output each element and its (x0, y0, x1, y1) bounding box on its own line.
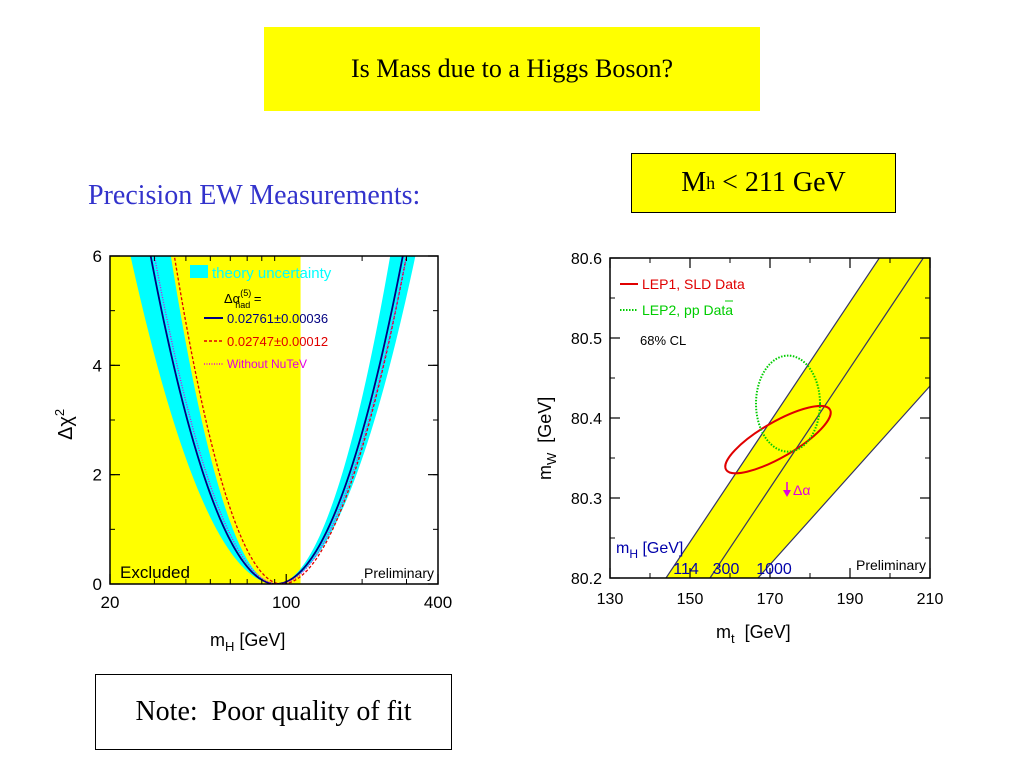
x-tick-label: 150 (677, 591, 704, 608)
y-tick-label: 80.6 (571, 251, 602, 268)
cl-label: 68% CL (640, 333, 686, 348)
x-tick-label: 210 (917, 591, 944, 608)
mh-label-114: 114 (673, 561, 699, 578)
excluded-label: Excluded (120, 563, 190, 582)
y-axis-label: Δχ2 (52, 409, 77, 440)
note-box: Note: Poor quality of fit (95, 674, 452, 750)
axis-ticks: 0 2 4 6 20 100 400 (93, 247, 453, 612)
y-tick-label: 80.4 (571, 411, 602, 428)
legend-label-lep1: LEP1, SLD Data (642, 276, 745, 292)
mh-rest: < 211 GeV (715, 167, 846, 198)
legend-label-lep2: LEP2, pp Data (642, 302, 733, 318)
x-tick-label: 190 (837, 591, 864, 608)
mh-sub: h (706, 172, 716, 193)
legend-alpha-header: Δα(5) had = (224, 288, 261, 310)
slide-subtitle: Precision EW Measurements: (88, 180, 421, 211)
x-axis-label: mH [GeV] (210, 630, 285, 654)
ellipse-1 (724, 404, 832, 475)
mh-symbol: M (681, 167, 707, 198)
x-axis-label-2: mt [GeV] (716, 622, 791, 646)
delta-alpha-label: Δα (793, 482, 810, 498)
ellipse-2 (755, 354, 821, 453)
legend-label-3: Without NuTeV (227, 357, 307, 371)
x-tick-label: 170 (757, 591, 784, 608)
mh-label-1000: 1000 (756, 561, 792, 578)
higgs-line-114 (665, 258, 881, 578)
y-axis-label-2: mW [GeV] (535, 397, 559, 480)
y-tick-label: 0 (93, 575, 102, 594)
axis-ticks-2: 80.2 80.3 80.4 80.5 80.6 130 150 170 190 210 (571, 251, 944, 608)
mh-band-labels: 114 300 1000 (673, 561, 792, 578)
y-tick-label: 4 (93, 356, 102, 375)
higgs-line-1000 (757, 385, 930, 578)
x-tick-label: 20 (101, 593, 120, 612)
mh-label-300: 300 (713, 561, 740, 578)
y-tick-label: 80.5 (571, 331, 602, 348)
preliminary-label-2: Preliminary (856, 557, 926, 573)
legend-band-swatch (190, 265, 208, 278)
x-tick-label: 400 (424, 593, 452, 612)
mh-band-title: mH [GeV] (616, 540, 683, 561)
y-tick-label: 80.3 (571, 491, 602, 508)
y-tick-label: 80.2 (571, 571, 602, 588)
legend-label-1: 0.02761±0.00036 (227, 311, 328, 326)
cl-ellipses (724, 354, 832, 475)
legend-band-label: theory uncertainty (212, 265, 332, 282)
delta-alpha-arrowhead (783, 490, 791, 497)
x-tick-label: 100 (272, 593, 300, 612)
y-tick-label: 2 (93, 466, 102, 485)
higgs-mass-band (665, 258, 930, 578)
x-tick-label: 130 (597, 591, 624, 608)
slide-title: Is Mass due to a Higgs Boson? (264, 27, 760, 111)
y-tick-label: 6 (93, 247, 102, 266)
legend-label-2: 0.02747±0.00012 (227, 334, 328, 349)
higgs-band-fill (666, 258, 930, 578)
preliminary-label: Preliminary (364, 565, 434, 581)
